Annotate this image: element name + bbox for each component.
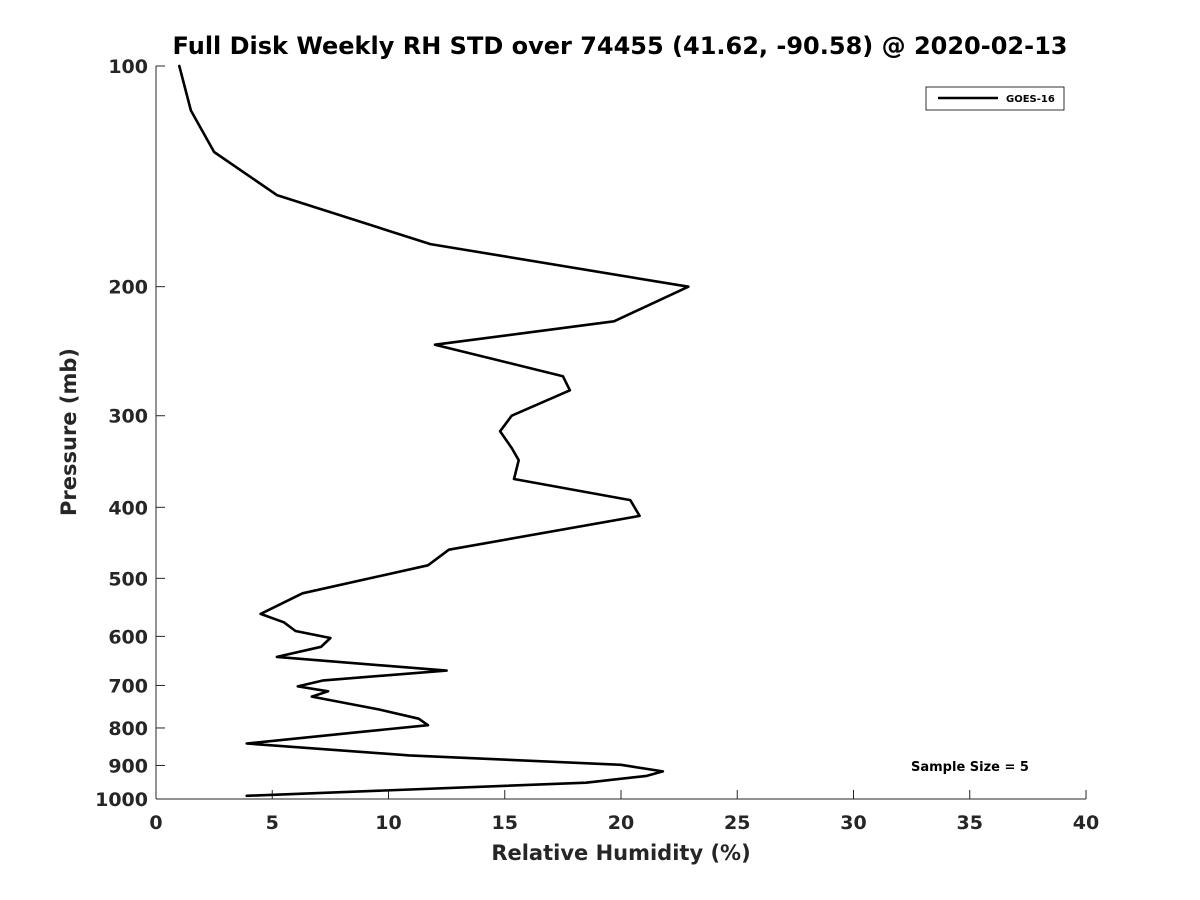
y-tick-label: 900 (108, 755, 148, 777)
y-tick-label: 600 (108, 626, 148, 648)
y-tick-label: 400 (108, 497, 148, 519)
y-tick-label: 200 (108, 277, 148, 299)
axes: 0 5 10 15 20 25 30 35 40 100 200 300 400 500 600 700 800… (95, 56, 1099, 834)
x-tick-label: 10 (375, 812, 401, 834)
x-tick-label: 0 (149, 812, 162, 834)
y-tick-label: 700 (108, 675, 148, 697)
x-tick-label: 30 (840, 812, 866, 834)
y-tick-label: 100 (108, 56, 148, 78)
y-axis-label: Pressure (mb) (57, 348, 81, 516)
x-axis-label: Relative Humidity (%) (491, 841, 750, 865)
y-tick-label: 1000 (95, 789, 148, 811)
y-tick-label: 300 (108, 406, 148, 428)
y-tick-label: 500 (108, 568, 148, 590)
series-line-goes-16 (178, 64, 690, 798)
legend-label-goes-16: GOES-16 (1006, 94, 1055, 105)
chart-title: Full Disk Weekly RH STD over 74455 (41.6… (173, 32, 1068, 60)
x-tick-label: 35 (957, 812, 983, 834)
x-tick-label: 25 (724, 812, 750, 834)
legend: GOES-16 (925, 86, 1065, 111)
sample-size-annotation: Sample Size = 5 (911, 760, 1029, 775)
x-tick-label: 5 (266, 812, 279, 834)
plot-area (156, 66, 1086, 799)
x-tick-label: 20 (608, 812, 634, 834)
series-layer (178, 64, 690, 798)
x-tick-label: 40 (1073, 812, 1099, 834)
y-tick-label: 800 (108, 718, 148, 740)
x-tick-label: 15 (492, 812, 518, 834)
